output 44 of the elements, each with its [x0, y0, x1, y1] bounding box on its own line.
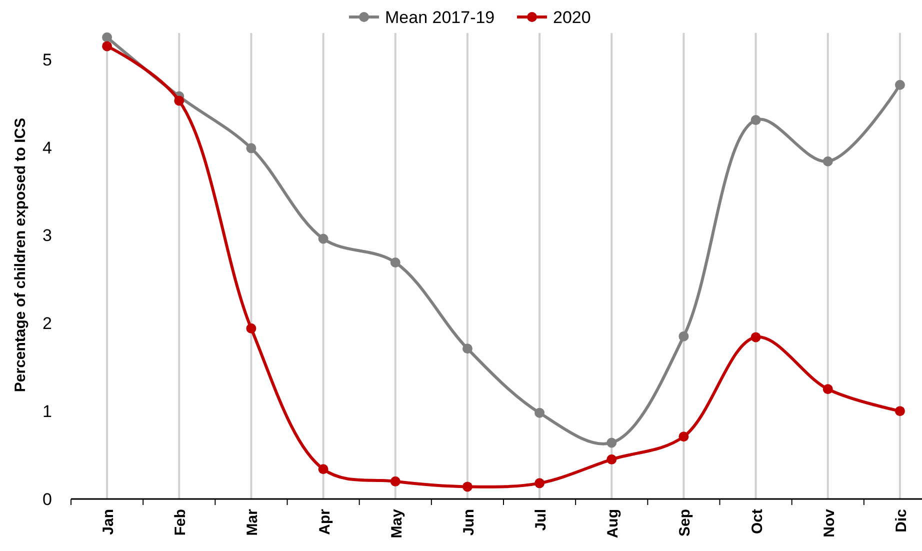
point — [462, 344, 472, 354]
x-tick-label: May — [388, 508, 406, 538]
point — [534, 408, 545, 418]
y-axis-title: Percentage of children exposed to ICS — [12, 118, 29, 392]
point — [102, 41, 112, 52]
point — [318, 464, 328, 474]
x-tick-label: Jul — [532, 509, 550, 531]
x-tick-label: Dic — [892, 509, 910, 532]
point — [750, 115, 761, 126]
legend-label: 2020 — [553, 8, 591, 27]
point — [462, 482, 472, 492]
point — [246, 323, 256, 334]
point — [678, 331, 689, 342]
x-tick-label: Oct — [748, 509, 766, 534]
point — [246, 143, 256, 154]
x-tick-label: Mar — [244, 508, 262, 536]
point — [606, 438, 617, 448]
point — [102, 32, 112, 42]
y-tick-label: 3 — [42, 226, 52, 246]
point — [894, 406, 905, 416]
point — [390, 476, 400, 486]
y-tick-label: 4 — [42, 138, 52, 158]
point — [750, 332, 761, 342]
legend-label: Mean 2017-19 — [385, 8, 495, 27]
y-tick-label: 1 — [42, 402, 52, 422]
y-tick-label: 2 — [42, 314, 52, 334]
x-tick-label: Feb — [172, 509, 190, 536]
x-tick-label: Nov — [820, 508, 838, 538]
point — [534, 478, 545, 488]
point — [174, 96, 184, 106]
point — [390, 257, 400, 268]
x-tick-label: Jun — [460, 509, 478, 536]
point — [606, 454, 617, 464]
point — [678, 432, 689, 442]
x-tick-label: Jan — [100, 509, 118, 535]
y-tick-label: 5 — [42, 50, 52, 70]
x-tick-label: Apr — [316, 508, 334, 535]
x-tick-label: Sep — [676, 509, 694, 537]
x-tick-label: Aug — [604, 509, 622, 538]
point — [894, 80, 905, 90]
point — [822, 156, 833, 166]
point — [318, 234, 328, 244]
y-tick-label: 0 — [42, 490, 52, 509]
point — [822, 384, 833, 394]
